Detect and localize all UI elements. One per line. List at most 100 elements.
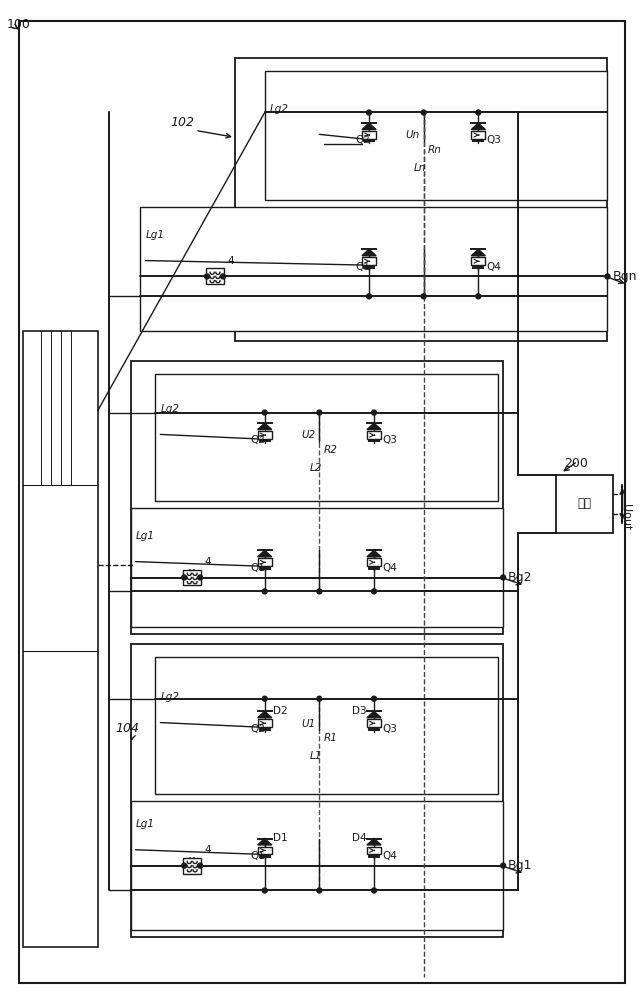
Circle shape — [421, 294, 426, 299]
Bar — [362, 257, 376, 265]
Text: U1: U1 — [302, 719, 316, 729]
Circle shape — [317, 410, 322, 415]
Text: Uout: Uout — [621, 504, 631, 530]
Bar — [265, 71, 608, 200]
Bar — [235, 58, 608, 341]
Circle shape — [421, 110, 426, 115]
Text: Q1: Q1 — [355, 262, 370, 272]
Circle shape — [367, 294, 372, 299]
Bar — [131, 508, 503, 627]
Circle shape — [182, 575, 186, 580]
Bar — [156, 657, 498, 794]
Bar — [23, 331, 98, 947]
Bar — [183, 570, 201, 585]
Text: Q2: Q2 — [251, 435, 266, 445]
Text: 4: 4 — [204, 557, 211, 567]
Text: 4: 4 — [227, 256, 233, 266]
Text: Q2: Q2 — [251, 724, 266, 734]
Bar — [556, 475, 613, 533]
Polygon shape — [367, 839, 381, 845]
Text: Rn: Rn — [428, 145, 442, 155]
Circle shape — [262, 410, 267, 415]
Text: Q1: Q1 — [251, 851, 266, 861]
Circle shape — [372, 888, 376, 893]
Text: Q3: Q3 — [486, 135, 501, 145]
Text: D4: D4 — [352, 833, 367, 843]
Text: Bg2: Bg2 — [508, 571, 532, 584]
Bar — [367, 558, 381, 566]
Text: 104: 104 — [116, 722, 140, 735]
Text: D1: D1 — [273, 833, 287, 843]
Text: Q4: Q4 — [382, 563, 397, 573]
Bar — [257, 847, 272, 854]
Bar — [131, 801, 503, 930]
Bar — [257, 558, 272, 566]
Text: D3: D3 — [352, 706, 367, 716]
Text: Q3: Q3 — [382, 435, 397, 445]
Polygon shape — [367, 711, 381, 718]
Polygon shape — [362, 123, 376, 130]
Text: 4: 4 — [204, 845, 211, 855]
Text: U2: U2 — [302, 430, 316, 440]
Bar — [362, 131, 376, 139]
Text: Q3: Q3 — [382, 724, 397, 734]
Circle shape — [501, 575, 505, 580]
Polygon shape — [362, 249, 376, 256]
Circle shape — [372, 696, 376, 701]
Circle shape — [605, 274, 610, 279]
Text: Ln: Ln — [413, 163, 426, 173]
Circle shape — [367, 110, 372, 115]
Bar — [257, 719, 272, 727]
Bar — [367, 719, 381, 727]
Bar — [257, 431, 272, 439]
Text: Lg1: Lg1 — [136, 531, 154, 541]
Circle shape — [197, 863, 203, 868]
Text: Lg2: Lg2 — [160, 404, 179, 414]
Text: Bgn: Bgn — [613, 270, 637, 283]
Text: Lg2: Lg2 — [160, 692, 179, 702]
Bar — [367, 431, 381, 439]
Text: R2: R2 — [323, 445, 337, 455]
Circle shape — [262, 589, 267, 594]
Text: Q4: Q4 — [382, 851, 397, 861]
Bar — [131, 644, 503, 937]
Circle shape — [317, 589, 322, 594]
Polygon shape — [258, 839, 272, 845]
Text: Un: Un — [406, 130, 420, 140]
Text: 200: 200 — [564, 457, 588, 470]
Bar — [367, 847, 381, 854]
Circle shape — [262, 696, 267, 701]
Text: Q1: Q1 — [251, 563, 266, 573]
Text: Bg1: Bg1 — [508, 859, 532, 872]
Text: L2: L2 — [309, 463, 322, 473]
Polygon shape — [471, 249, 485, 256]
Polygon shape — [258, 711, 272, 718]
Circle shape — [262, 888, 267, 893]
Circle shape — [476, 294, 481, 299]
Text: D2: D2 — [273, 706, 287, 716]
Bar — [183, 858, 201, 874]
Circle shape — [182, 863, 186, 868]
Circle shape — [221, 274, 226, 279]
Text: Lg2: Lg2 — [269, 104, 289, 114]
Bar — [156, 374, 498, 501]
Bar — [140, 207, 608, 331]
Circle shape — [197, 575, 203, 580]
Text: 负载: 负载 — [577, 497, 592, 510]
Polygon shape — [367, 423, 381, 430]
Polygon shape — [258, 423, 272, 430]
Polygon shape — [471, 123, 485, 130]
Circle shape — [476, 110, 481, 115]
Text: Lg1: Lg1 — [136, 819, 154, 829]
Circle shape — [317, 696, 322, 701]
Circle shape — [372, 589, 376, 594]
Text: Q4: Q4 — [486, 262, 501, 272]
Circle shape — [501, 863, 505, 868]
Circle shape — [317, 888, 322, 893]
Bar — [471, 257, 485, 265]
Text: 100: 100 — [6, 18, 30, 31]
Polygon shape — [258, 550, 272, 557]
Circle shape — [204, 274, 210, 279]
Bar — [131, 361, 503, 634]
Text: R1: R1 — [323, 733, 337, 743]
